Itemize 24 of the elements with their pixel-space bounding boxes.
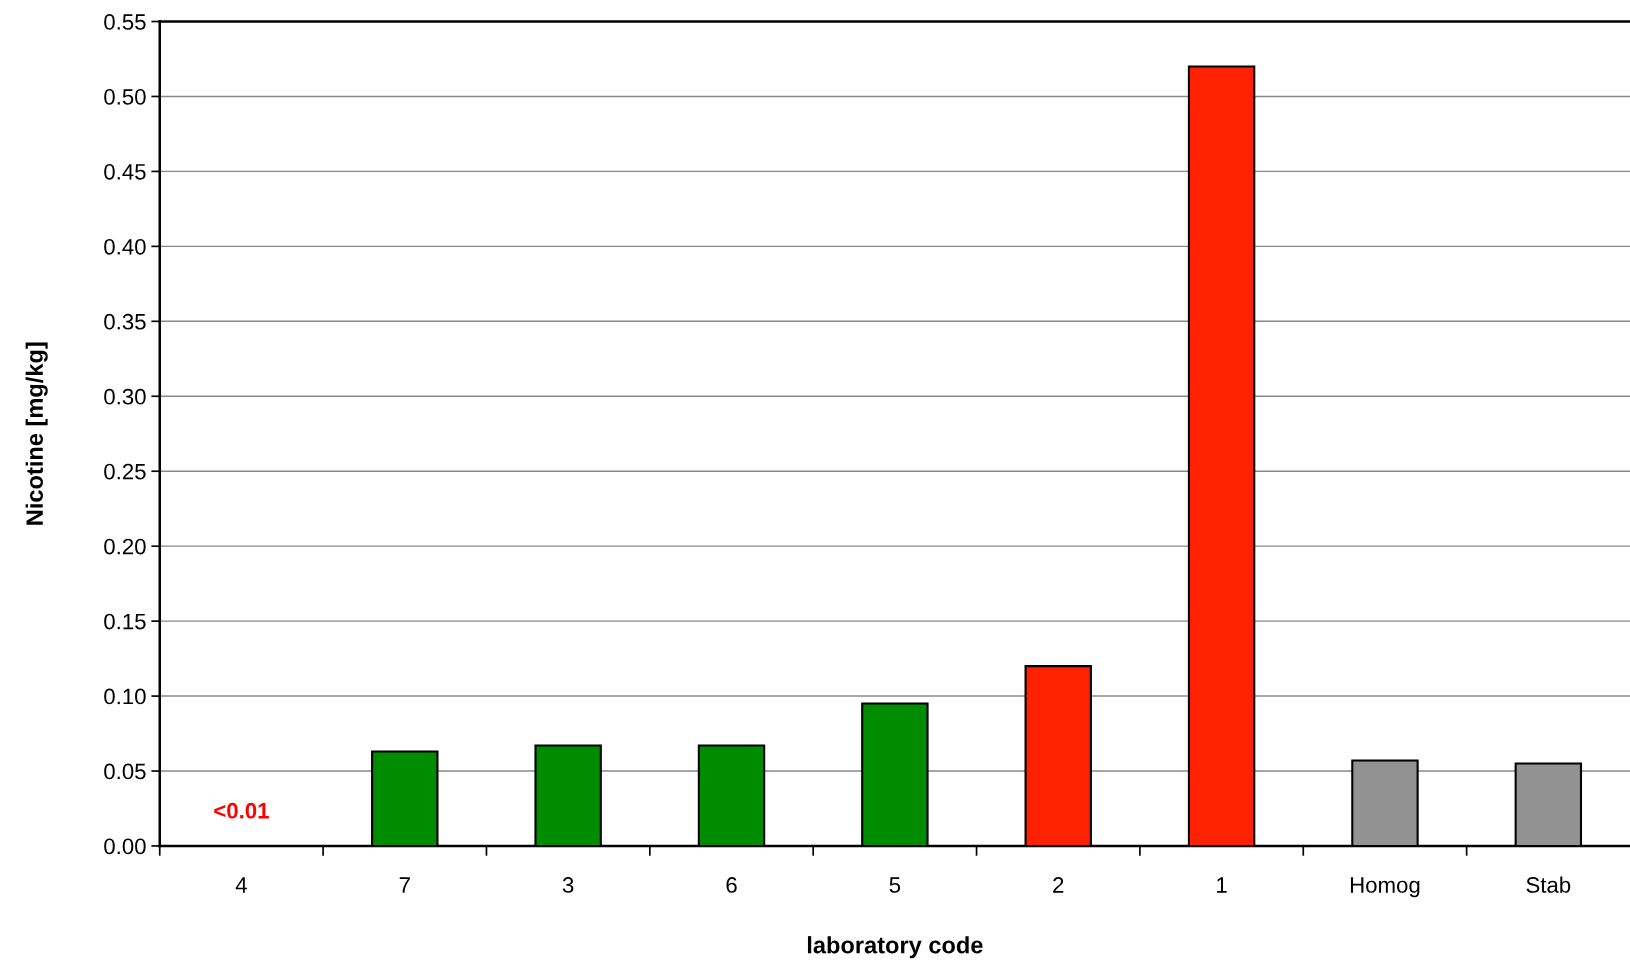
y-tick-label: 0.40 (104, 238, 146, 255)
x-axis-title: laboratory code (807, 936, 983, 959)
x-tick-label: 4 (235, 877, 247, 893)
y-tick-label: 0.15 (104, 613, 146, 630)
y-tick-label: 0.50 (104, 89, 146, 105)
x-tick-label: Stab (1526, 876, 1571, 893)
y-tick-label: 0.00 (104, 838, 146, 855)
y-tick-label: 0.45 (104, 163, 146, 180)
y-tick-label: 0.35 (104, 313, 146, 330)
y-tick-label: 0.55 (104, 14, 146, 30)
y-tick-label: 0.25 (104, 463, 146, 480)
x-tick-label: 1 (1217, 877, 1227, 893)
x-tick-label: 2 (1053, 877, 1064, 893)
annotation: <0.01 (214, 802, 269, 819)
y-tick-label: 0.30 (104, 388, 146, 405)
y-tick-label: 0.05 (104, 763, 146, 780)
x-tick-label: 6 (726, 877, 737, 893)
x-tick-label: 7 (399, 877, 410, 893)
x-tick-label: Homog (1350, 877, 1420, 898)
x-tick-label: 5 (889, 877, 901, 893)
y-tick-label: 0.20 (104, 538, 146, 555)
x-tick-label: 3 (562, 877, 574, 893)
y-axis-title: Nicotine [mg/kg] (25, 342, 48, 525)
y-tick-label: 0.10 (104, 688, 146, 705)
